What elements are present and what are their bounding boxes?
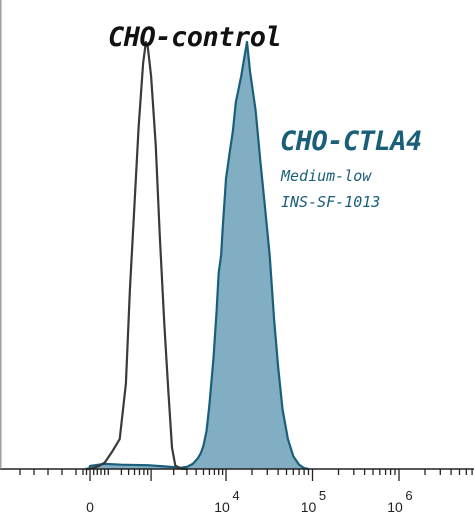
series-sublabel-catalog-number: INS-SF-1013 — [281, 193, 381, 211]
x-tick-labels: 0104105106107 — [86, 488, 474, 515]
x-tick-exponent: 4 — [232, 488, 239, 503]
series-line-cho-control — [85, 40, 187, 471]
histogram-curves — [85, 40, 309, 471]
series-label-cho-control: CHO-control — [108, 22, 282, 53]
x-tick-label: 10 — [214, 499, 230, 515]
x-tick-exponent: 6 — [405, 488, 412, 503]
x-tick-label: 10 — [301, 499, 317, 515]
series-area-cho-ctla4 — [85, 42, 309, 469]
x-tick-label: 0 — [86, 499, 94, 515]
x-axis — [0, 0, 474, 481]
series-line-cho-ctla4 — [85, 40, 309, 471]
x-tick-label: 10 — [387, 499, 403, 515]
series-label-cho-ctla4: CHO-CTLA4 — [280, 126, 422, 157]
x-tick-exponent: 5 — [319, 488, 326, 503]
series-sublabel-expression-level: Medium-low — [281, 167, 372, 185]
